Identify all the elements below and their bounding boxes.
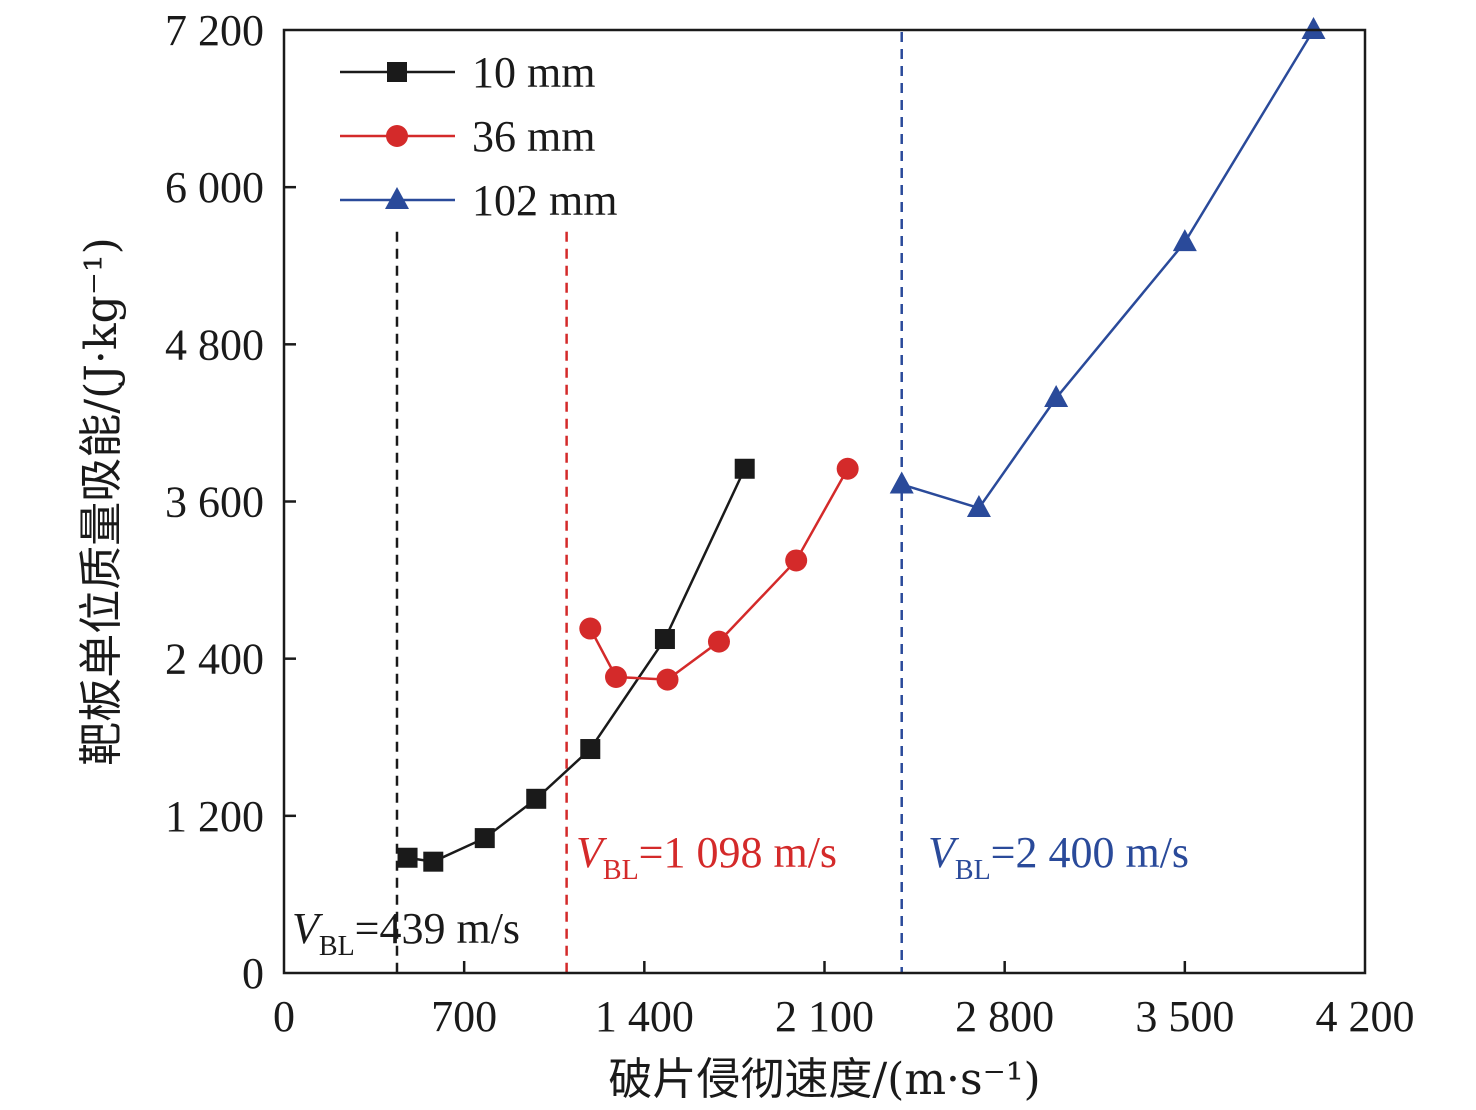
x-tick-label: 0 [273, 992, 295, 1041]
data-point [707, 630, 730, 653]
label-subscript: BL [603, 855, 639, 886]
legend-marker [387, 62, 407, 82]
data-point [580, 739, 601, 760]
series-line [901, 29, 1315, 510]
data-point [474, 828, 495, 849]
x-tick-label: 3 500 [1135, 992, 1234, 1041]
label-symbol: V [576, 828, 608, 877]
data-point [1044, 385, 1069, 408]
data-point [836, 457, 859, 480]
label-symbol: V [928, 828, 960, 877]
label-value: =2 400 m/s [991, 828, 1189, 877]
label-symbol: V [292, 904, 324, 953]
data-point [656, 668, 679, 691]
series-markers [397, 17, 1326, 872]
data-point [785, 549, 808, 572]
y-tick-label: 6 000 [165, 163, 264, 212]
legend-label: 102 mm [472, 176, 617, 225]
label-subscript: BL [955, 855, 991, 886]
y-tick-label: 2 400 [165, 635, 264, 684]
legend-label: 36 mm [472, 112, 595, 161]
reference-lines [395, 32, 903, 973]
x-tick-label: 4 200 [1316, 992, 1415, 1041]
data-point [734, 458, 755, 479]
label-subscript: BL [319, 931, 355, 962]
data-point [1301, 17, 1326, 39]
axis-ticks [284, 185, 1187, 973]
data-point [654, 629, 675, 650]
x-tick-label: 2 100 [775, 992, 874, 1041]
data-point [889, 471, 914, 494]
data-point [526, 788, 547, 809]
data-point [397, 847, 418, 868]
y-tick-label: 0 [242, 949, 264, 998]
y-tick-label: 7 200 [165, 6, 264, 55]
data-point [579, 617, 602, 640]
y-tick-label: 4 800 [165, 320, 264, 369]
x-axis-title: 破片侵彻速度/(m·s⁻¹) [608, 1054, 1040, 1105]
y-axis-title: 靶板单位质量吸能/(J·kg⁻¹) [76, 237, 127, 765]
data-point [1172, 229, 1197, 252]
data-point [605, 666, 628, 689]
legend-marker [385, 187, 409, 209]
legend-label: 10 mm [472, 48, 595, 97]
label-value: =1 098 m/s [639, 828, 837, 877]
legend-marker [386, 125, 408, 147]
data-point [966, 495, 991, 518]
y-tick-label: 3 600 [165, 478, 264, 527]
y-tick-label: 1 200 [165, 792, 264, 841]
reference-line-label: VBL=1 098 m/s [576, 828, 837, 886]
x-tick-label: 1 400 [595, 992, 694, 1041]
x-tick-label: 2 800 [955, 992, 1054, 1041]
legend: 10 mm 36 mm 102 mm [340, 48, 617, 225]
x-tick-label: 700 [431, 992, 497, 1041]
data-point [423, 851, 444, 872]
label-value: =439 m/s [355, 904, 520, 953]
reference-line-label: VBL=439 m/s [292, 904, 520, 962]
series-line [407, 468, 746, 863]
reference-line-label: VBL=2 400 m/s [928, 828, 1189, 886]
tick-labels: 0 700 1 400 2 100 2 800 3 500 4 200 0 1 200 2 400… [165, 6, 1415, 1041]
